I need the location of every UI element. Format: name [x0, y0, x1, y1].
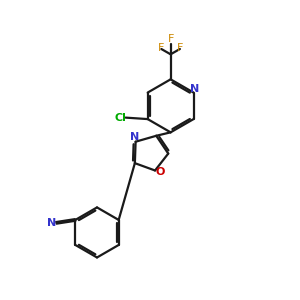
Text: F: F	[177, 43, 184, 53]
Text: N: N	[190, 84, 200, 94]
Text: O: O	[156, 167, 165, 177]
Text: N: N	[130, 132, 139, 142]
Text: F: F	[158, 43, 164, 53]
Text: Cl: Cl	[114, 112, 126, 123]
Text: N: N	[47, 218, 57, 228]
Text: F: F	[167, 34, 174, 44]
